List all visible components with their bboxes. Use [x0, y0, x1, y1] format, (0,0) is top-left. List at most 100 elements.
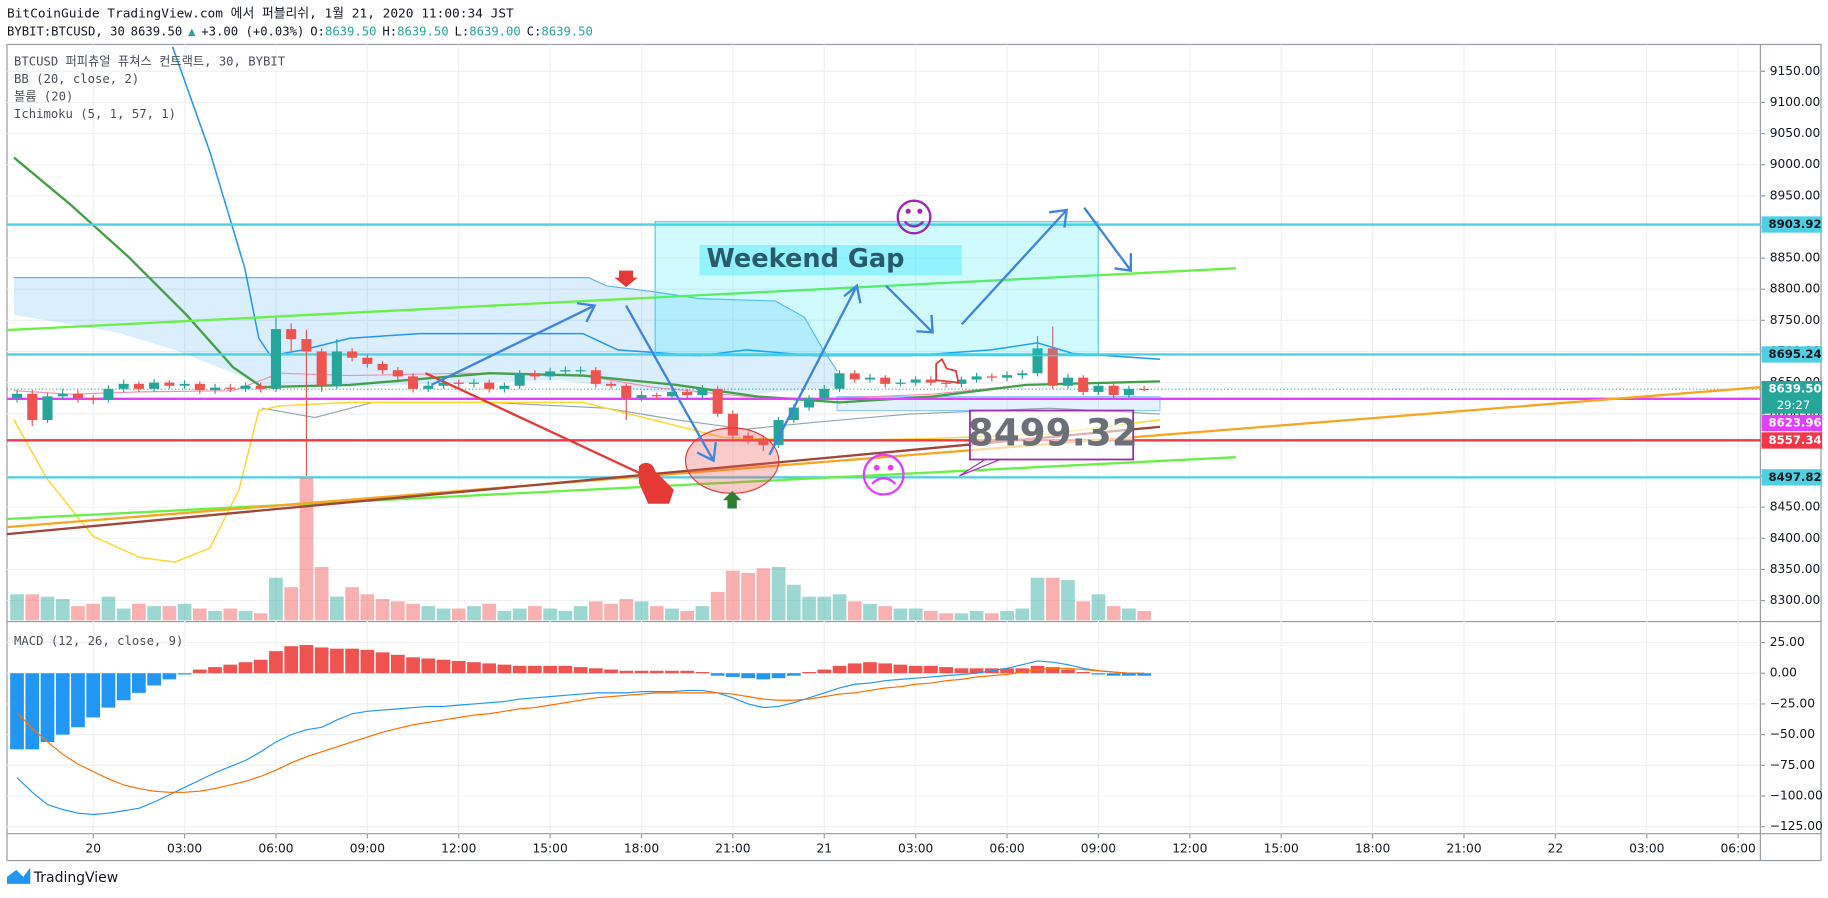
y-tick-label: 9050.00 [1770, 126, 1821, 140]
macd-histogram-bar [634, 670, 649, 674]
candle-body [270, 329, 281, 389]
candle-body [438, 382, 449, 386]
candle-body [225, 387, 236, 389]
x-tick-label: 06:00 [989, 841, 1024, 855]
volume-bar [680, 610, 695, 621]
y-tick-label: 8800.00 [1770, 282, 1821, 296]
macd-histogram-bar [284, 646, 299, 674]
macd-histogram-bar [1015, 668, 1030, 674]
candle-body [682, 391, 693, 396]
macd-histogram-bar [1076, 672, 1091, 674]
macd-histogram-bar [939, 667, 953, 674]
volume-bar [101, 596, 116, 621]
macd-histogram-bar [908, 665, 923, 674]
hand-icon [935, 357, 960, 384]
down-marker [614, 270, 638, 287]
macd-histogram-bar [314, 647, 329, 674]
macd-histogram-bar [588, 668, 603, 674]
volume-bar [984, 613, 999, 621]
candle-body [1093, 385, 1104, 392]
candle-body [1002, 375, 1013, 378]
volume-bar [710, 591, 725, 621]
volume-bar [665, 608, 679, 621]
candle-body [468, 382, 480, 384]
macd-histogram-bar [924, 665, 938, 674]
macd-histogram-bar [528, 665, 542, 674]
y-tick-label: −100.00 [1770, 789, 1823, 803]
symbol-part: H: [382, 24, 397, 38]
candle-body [12, 393, 23, 399]
candle-body [697, 388, 708, 396]
gap-box [654, 221, 1099, 357]
candle-body [42, 396, 53, 420]
macd-title: MACD (12, 26, close, 9) [14, 634, 183, 648]
logo: TradingView [33, 870, 118, 886]
price-tag-label: 8695.24 [1769, 347, 1822, 361]
volume-bar [1061, 580, 1075, 621]
candle-body [316, 351, 327, 386]
macd-histogram-bar [360, 649, 375, 674]
volume-bar [284, 587, 299, 621]
macd-histogram-bar [162, 673, 177, 680]
hand-icon [638, 462, 674, 504]
candle-body [133, 383, 144, 389]
volume-bar [512, 608, 527, 621]
candle-body [1108, 385, 1119, 396]
candle-body [118, 383, 129, 389]
candle-body [834, 373, 845, 389]
macd-histogram-bar [847, 663, 862, 674]
trend-line [6, 455, 1236, 521]
macd-histogram-bar [467, 662, 481, 674]
candle-body [880, 377, 891, 384]
macd-histogram-bar [86, 673, 101, 718]
candle-body [57, 393, 68, 397]
price-note-box [969, 409, 1135, 461]
volume-bar [1045, 577, 1060, 621]
x-tick-label: 21:00 [1446, 841, 1481, 855]
candle-body [864, 377, 876, 380]
candle-body [286, 329, 297, 340]
candle-body [1062, 377, 1074, 386]
candle-body [88, 398, 99, 401]
macd-histogram-bar [726, 673, 740, 677]
symbol-part: 8639.50 [131, 24, 183, 38]
volume-bar [132, 603, 146, 621]
macd-histogram-bar [878, 663, 893, 674]
volume-bar [1000, 610, 1014, 621]
volume-bar [299, 478, 314, 621]
x-tick-label: 06:00 [1721, 841, 1756, 855]
x-tick-label: 21:00 [715, 841, 750, 855]
symbol-part: +3.00 (+0.03%) [201, 24, 304, 38]
publish-title: BitCoinGuide TradingView.com 에서 퍼블리쉬, 1월… [7, 7, 514, 22]
y-tick-label: 0.00 [1770, 666, 1797, 680]
candle-body [545, 371, 556, 377]
volume-bar [649, 606, 664, 621]
candle-body [941, 382, 952, 384]
bb-upper [270, 332, 1161, 360]
volume-bar [741, 572, 755, 621]
price-tag [1761, 469, 1823, 486]
volume-bar [25, 594, 40, 621]
macd-histogram-bar [832, 665, 847, 674]
macd-histogram-bar [330, 648, 344, 674]
volume-bar [375, 599, 390, 621]
price-tags: 8903.92 8695.24 8639.50 29:27 8623.96 8557.34… [1761, 216, 1823, 486]
y-tick-label: −75.00 [1770, 758, 1815, 772]
volume-bar [482, 603, 497, 621]
y-tick-label: 9000.00 [1770, 157, 1821, 171]
candle-body [301, 339, 312, 352]
macd-histogram-bar [375, 652, 390, 674]
volume-bar [817, 596, 832, 621]
volume-bar [543, 608, 557, 621]
candle-body [636, 395, 647, 399]
volume-bar [1015, 608, 1030, 621]
y-tick-label: 8850.00 [1770, 251, 1821, 265]
price-tag-label: 8557.34 [1769, 433, 1822, 447]
volume-bar [847, 601, 862, 621]
volume-bar [467, 606, 481, 621]
x-tick-label: 09:00 [350, 841, 385, 855]
macd-histogram-bar [177, 673, 192, 675]
trend-line [6, 267, 1236, 332]
sad-face [862, 453, 905, 496]
candle-body [1078, 377, 1089, 392]
